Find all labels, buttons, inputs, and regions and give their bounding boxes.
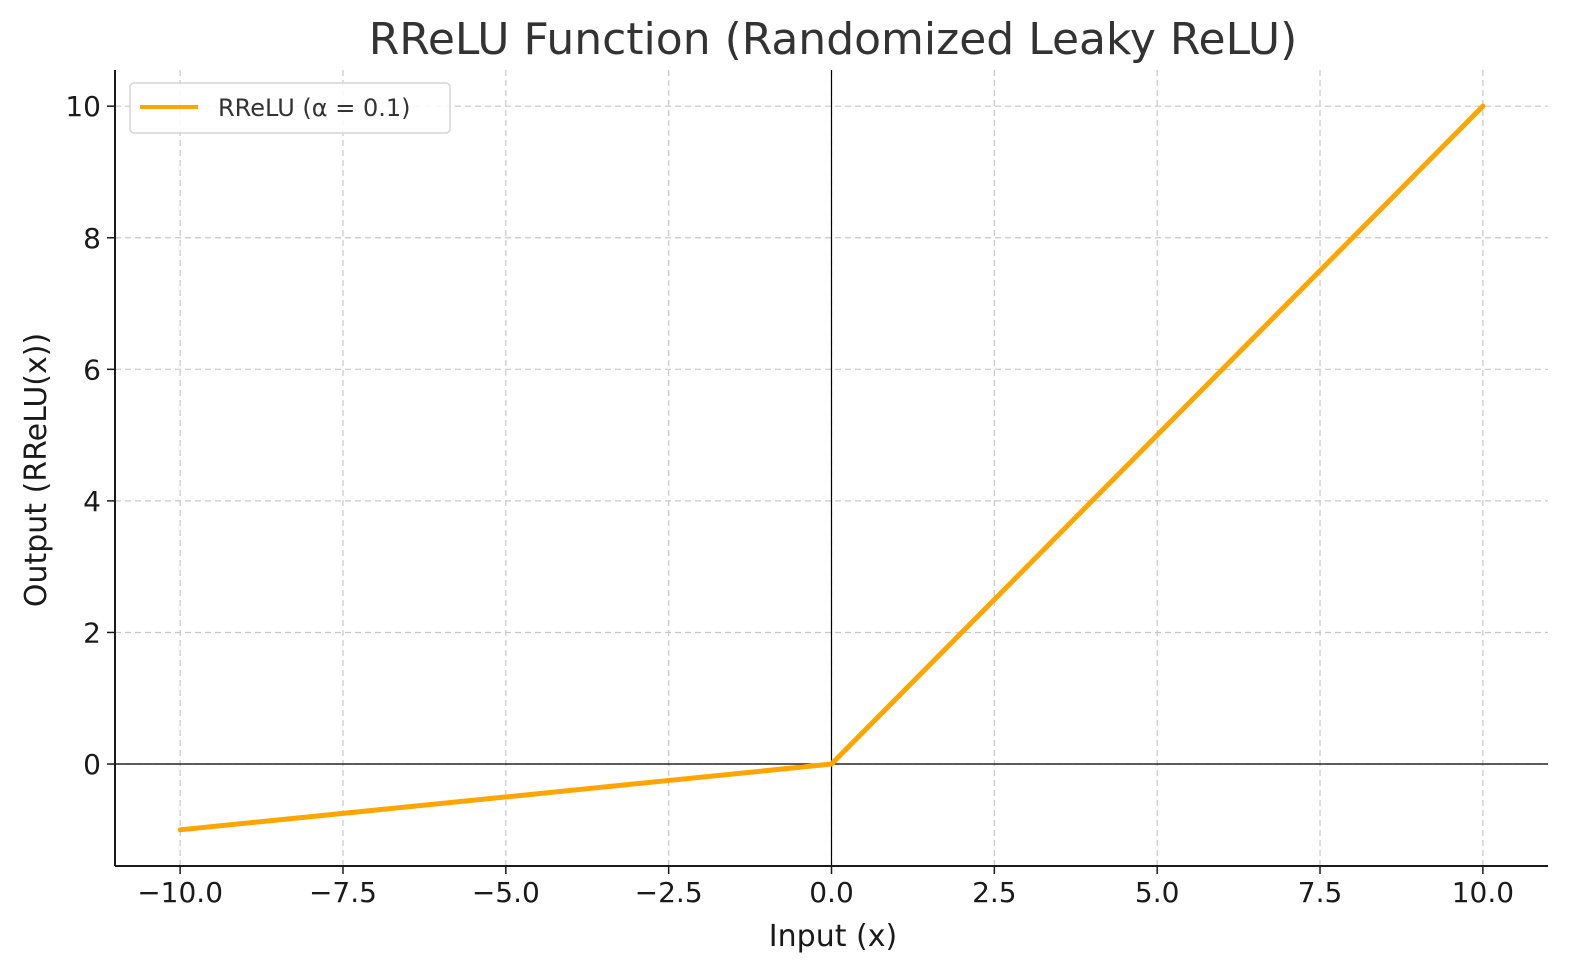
- x-tick-label: −5.0: [472, 876, 540, 909]
- y-tick-label: 0: [83, 748, 101, 781]
- x-tick-label: −10.0: [137, 876, 223, 909]
- y-tick-label: 10: [65, 90, 101, 123]
- x-tick-label: 5.0: [1135, 876, 1180, 909]
- y-tick-label: 2: [83, 616, 101, 649]
- chart-title: RReLU Function (Randomized Leaky ReLU): [369, 14, 1298, 65]
- series-layer: [177, 103, 1486, 833]
- x-tick-label: 10.0: [1452, 876, 1514, 909]
- y-axis-label: Output (RReLU(x)): [19, 333, 54, 607]
- y-tick-label: 8: [83, 222, 101, 255]
- y-tick-label: 4: [83, 485, 101, 518]
- legend-box: [129, 82, 451, 134]
- legend-label-rrelu: RReLU (α = 0.1): [218, 94, 411, 122]
- y-tick-label: 6: [83, 353, 101, 386]
- x-tick-label: −2.5: [635, 876, 703, 909]
- legend: RReLU (α = 0.1): [129, 82, 451, 134]
- x-tick-label: 0.0: [809, 876, 854, 909]
- x-tick-label: 7.5: [1298, 876, 1343, 909]
- x-tick-label: −7.5: [309, 876, 377, 909]
- ticks-layer: −10.0 −7.5 −5.0 −2.5 0.0 2.5 5.0 7.5 10.0 0 2 4 6 8 10: [65, 90, 1514, 909]
- zero-lines: [115, 70, 1548, 866]
- x-tick-label: 2.5: [972, 876, 1017, 909]
- series-line-rrelu: [177, 103, 1486, 833]
- x-axis-label: Input (x): [769, 919, 897, 954]
